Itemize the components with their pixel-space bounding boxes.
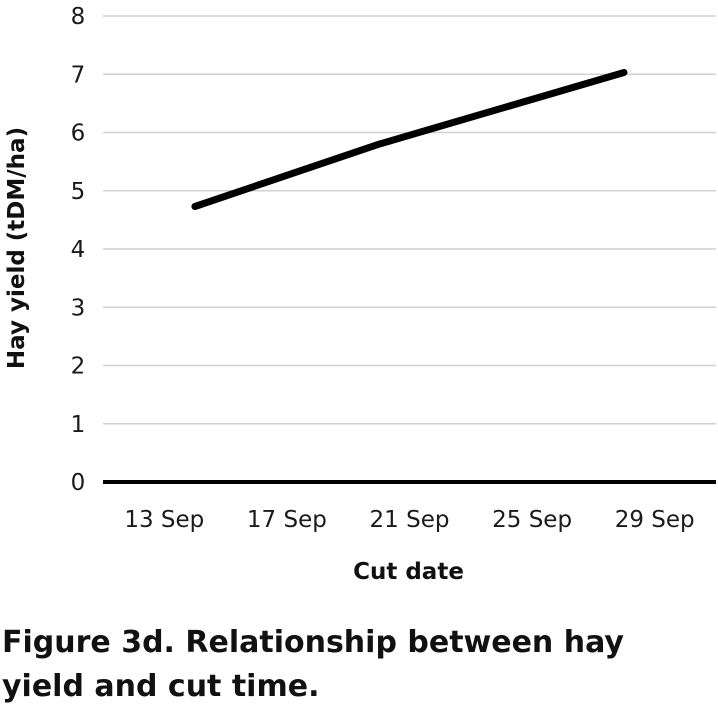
y-tick-labels: 0 1 2 3 4 5 6 7 8: [71, 4, 86, 496]
x-tick-label: 29 Sep: [615, 507, 695, 533]
y-tick-label: 2: [71, 354, 86, 380]
x-tick-labels: 13 Sep 17 Sep 21 Sep 25 Sep 29 Sep: [124, 507, 694, 533]
gridlines: [103, 15, 716, 425]
x-axis-title: Cut date: [353, 559, 464, 585]
y-tick-label: 7: [71, 62, 86, 88]
series-line-hay-yield: [191, 69, 628, 210]
x-tick-label: 25 Sep: [492, 507, 572, 533]
x-tick-label: 21 Sep: [370, 507, 450, 533]
y-tick-label: 0: [71, 470, 86, 496]
y-tick-label: 8: [71, 4, 86, 30]
y-axis-title: Hay yield (tDM/ha): [4, 127, 30, 369]
y-tick-label: 6: [71, 121, 86, 147]
x-tick-label: 17 Sep: [247, 507, 327, 533]
x-tick-label: 13 Sep: [124, 507, 204, 533]
y-tick-label: 5: [71, 179, 86, 205]
y-tick-label: 1: [71, 412, 86, 438]
line-chart: 0 1 2 3 4 5 6 7 8 13 Sep 17 Sep 21 Sep 25 Sep 29 Sep…: [4, 4, 716, 585]
figure-caption: Figure 3d. Relationship between hay yiel…: [2, 625, 624, 704]
y-tick-label: 3: [71, 295, 86, 321]
y-tick-label: 4: [71, 237, 86, 263]
